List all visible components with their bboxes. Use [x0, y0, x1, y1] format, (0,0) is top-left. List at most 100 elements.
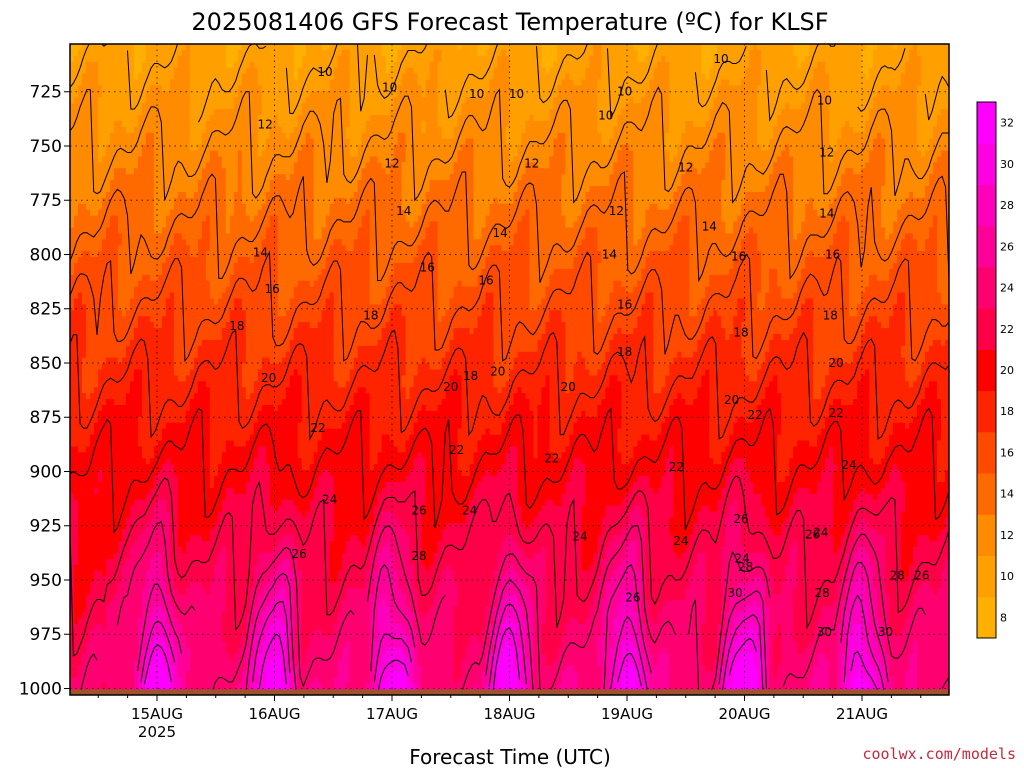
field-cell — [145, 221, 151, 229]
field-cell — [141, 499, 147, 507]
field-cell — [153, 49, 159, 57]
field-cell — [169, 464, 175, 471]
field-cell — [129, 505, 135, 513]
field-cell — [201, 138, 207, 146]
field-cell — [157, 677, 163, 684]
field-cell — [213, 239, 219, 246]
field-cell — [193, 683, 199, 690]
field-cell — [153, 476, 159, 483]
field-cell — [241, 109, 247, 116]
field-cell — [173, 570, 179, 578]
field-cell — [145, 233, 151, 240]
field-cell — [249, 245, 255, 252]
field-cell — [145, 570, 151, 578]
field-cell — [241, 262, 247, 270]
field-cell — [145, 239, 151, 246]
field-cell — [93, 481, 99, 489]
field-cell — [245, 641, 251, 649]
field-cell — [197, 345, 203, 353]
field-cell — [229, 683, 235, 690]
field-cell — [141, 103, 147, 110]
field-cell — [101, 505, 107, 513]
field-cell — [237, 416, 243, 424]
field-cell — [81, 55, 87, 63]
field-cell — [197, 274, 203, 282]
field-cell — [173, 446, 179, 453]
field-cell — [249, 103, 255, 110]
field-cell — [149, 44, 155, 51]
field-cell — [93, 186, 99, 193]
field-cell — [209, 215, 215, 223]
field-cell — [97, 487, 103, 495]
field-cell — [169, 286, 175, 294]
field-cell — [169, 476, 175, 483]
field-cell — [85, 363, 91, 371]
field-cell — [193, 428, 199, 436]
field-cell — [245, 529, 251, 536]
field-cell — [117, 428, 123, 436]
field-cell — [193, 458, 199, 465]
field-cell — [153, 576, 159, 584]
field-cell — [193, 594, 199, 601]
field-cell — [121, 641, 127, 649]
field-cell — [101, 434, 107, 442]
field-cell — [117, 446, 123, 453]
field-cell — [70, 552, 75, 560]
field-cell — [249, 85, 255, 92]
field-cell — [197, 511, 203, 519]
field-cell — [201, 369, 207, 377]
field-cell — [77, 268, 83, 276]
field-cell — [137, 547, 143, 554]
field-cell — [121, 629, 127, 637]
field-cell — [125, 476, 131, 483]
field-cell — [121, 458, 127, 465]
field-cell — [161, 606, 167, 613]
field-cell — [233, 594, 239, 601]
field-cell — [185, 535, 191, 542]
field-cell — [225, 55, 231, 63]
field-cell — [165, 191, 171, 199]
field-cell — [85, 576, 91, 584]
field-cell — [121, 268, 127, 276]
field-cell — [201, 333, 207, 341]
field-cell — [101, 523, 107, 530]
field-cell — [125, 91, 131, 98]
field-cell — [117, 322, 123, 329]
field-cell — [229, 79, 235, 87]
field-cell — [205, 227, 211, 234]
field-cell — [125, 49, 131, 57]
field-cell — [97, 677, 103, 684]
field-cell — [209, 635, 215, 643]
field-cell — [121, 505, 127, 513]
field-cell — [85, 280, 91, 288]
field-cell — [141, 375, 147, 382]
field-cell — [70, 493, 75, 501]
field-cell — [109, 197, 115, 205]
field-cell — [197, 476, 203, 483]
field-cell — [109, 618, 115, 625]
field-cell — [201, 209, 207, 217]
field-cell — [241, 174, 247, 181]
field-cell — [157, 209, 163, 217]
field-cell — [129, 257, 135, 264]
field-cell — [241, 476, 247, 483]
field-cell — [74, 120, 79, 128]
field-cell — [213, 606, 219, 613]
field-cell — [237, 399, 243, 406]
field-cell — [113, 91, 119, 98]
field-cell — [181, 197, 187, 205]
field-cell — [113, 85, 119, 92]
field-cell — [129, 310, 135, 317]
field-cell — [233, 298, 239, 305]
field-cell — [241, 529, 247, 536]
field-cell — [105, 44, 111, 51]
field-cell — [101, 552, 107, 560]
field-cell — [97, 635, 103, 643]
field-cell — [101, 73, 107, 81]
field-cell — [117, 363, 123, 371]
field-cell — [237, 345, 243, 353]
field-cell — [117, 558, 123, 566]
field-cell — [197, 647, 203, 655]
field-cell — [70, 268, 75, 276]
field-cell — [193, 582, 199, 590]
